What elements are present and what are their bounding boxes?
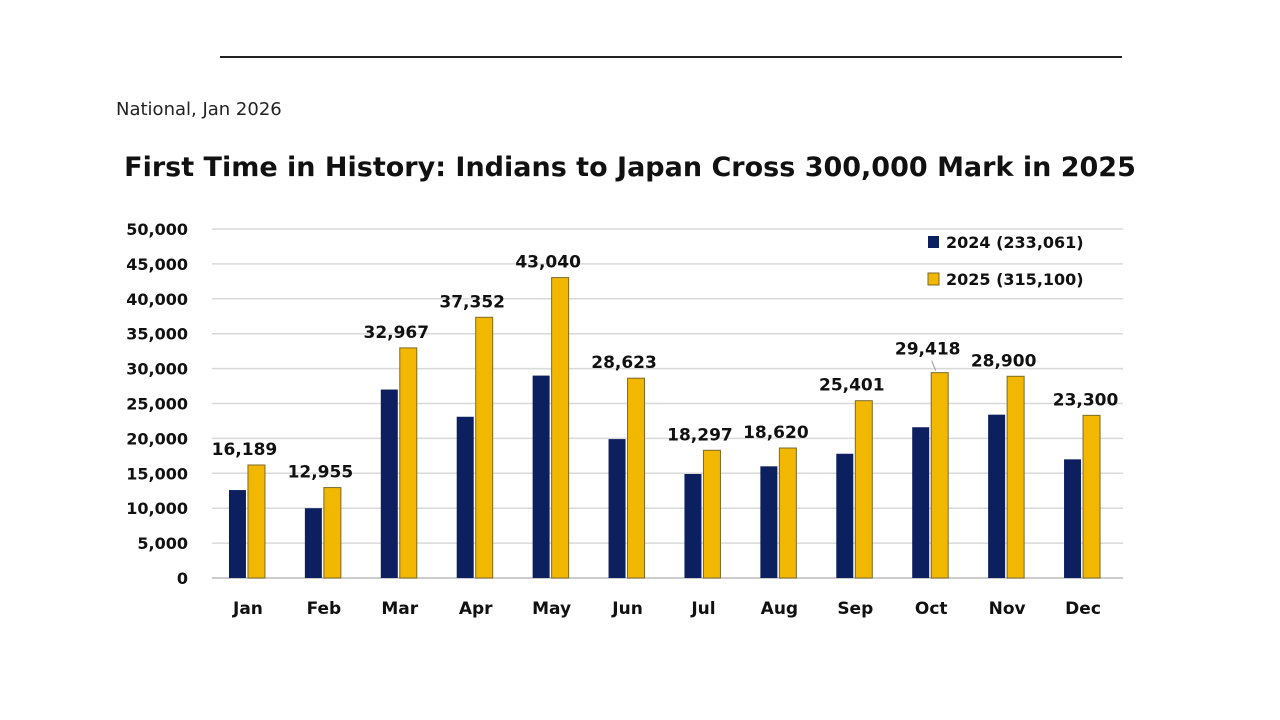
bar-2025: [399, 347, 418, 579]
bar-2025: [930, 372, 949, 579]
bar-2024: [380, 389, 398, 578]
bar-2025: [1006, 375, 1025, 579]
data-label: 32,967: [363, 323, 429, 343]
bar-2024: [684, 473, 702, 578]
x-tick-label: Mar: [381, 599, 418, 619]
data-label: 43,040: [515, 253, 581, 273]
bar-2024: [988, 414, 1006, 578]
bar-2024: [836, 453, 854, 578]
bar-2024: [228, 490, 246, 578]
x-tick-label: Nov: [989, 599, 1026, 619]
x-tick-label: Aug: [761, 599, 798, 619]
data-label: 16,189: [212, 440, 278, 460]
bar-2025: [551, 277, 570, 579]
bar-2025: [323, 487, 342, 579]
y-tick-label: 15,000: [126, 464, 188, 483]
chart-title: First Time in History: Indians to Japan …: [124, 152, 1136, 183]
top-rule: [220, 56, 1122, 58]
bar-2024: [304, 508, 322, 578]
bar-2024: [608, 439, 626, 578]
y-tick-label: 10,000: [126, 499, 188, 518]
data-label: 28,900: [971, 351, 1037, 371]
legend-swatch: [928, 236, 939, 248]
data-label: 29,418: [895, 340, 961, 360]
bar-2025: [247, 464, 266, 579]
x-tick-label: Oct: [915, 599, 948, 619]
y-tick-label: 25,000: [126, 395, 188, 414]
y-tick-label: 0: [177, 569, 188, 588]
source-note: National, Jan 2026: [116, 99, 282, 120]
bar-2025: [1082, 414, 1101, 579]
x-tick-label: May: [532, 599, 571, 619]
data-label: 28,623: [591, 353, 657, 373]
bar-2024: [456, 416, 474, 578]
bar-2024: [532, 375, 550, 578]
data-label: 37,352: [439, 292, 505, 312]
bar-2025: [627, 377, 646, 579]
x-tick-label: Jun: [611, 599, 643, 619]
y-tick-label: 50,000: [126, 220, 188, 239]
x-tick-label: Feb: [307, 599, 342, 619]
x-tick-label: Apr: [459, 599, 493, 619]
data-label: 25,401: [819, 376, 885, 396]
y-tick-label: 40,000: [126, 290, 188, 309]
y-tick-label: 20,000: [126, 429, 188, 448]
legend-label: 2025 (315,100): [946, 270, 1084, 289]
bar-2025: [854, 400, 873, 579]
y-tick-label: 45,000: [126, 255, 188, 274]
bar-2025: [702, 449, 721, 579]
bar-2024: [760, 466, 778, 578]
y-tick-label: 35,000: [126, 325, 188, 344]
data-label: 23,300: [1053, 390, 1119, 410]
legend-label: 2024 (233,061): [946, 233, 1084, 252]
legend-swatch: [927, 272, 940, 286]
bar-2024: [1064, 459, 1082, 578]
bar-2025: [475, 316, 494, 579]
x-tick-label: Sep: [837, 599, 873, 619]
y-tick-label: 5,000: [137, 534, 188, 553]
bar-2024: [912, 427, 930, 578]
bar-2025: [778, 447, 797, 579]
x-tick-label: Jul: [690, 599, 715, 619]
label-leader-line: [931, 360, 937, 371]
data-label: 18,297: [667, 425, 733, 445]
x-tick-label: Jan: [232, 599, 263, 619]
y-tick-label: 30,000: [126, 360, 188, 379]
data-label: 18,620: [743, 423, 809, 443]
data-label: 12,955: [288, 463, 354, 483]
x-tick-label: Dec: [1065, 599, 1101, 619]
